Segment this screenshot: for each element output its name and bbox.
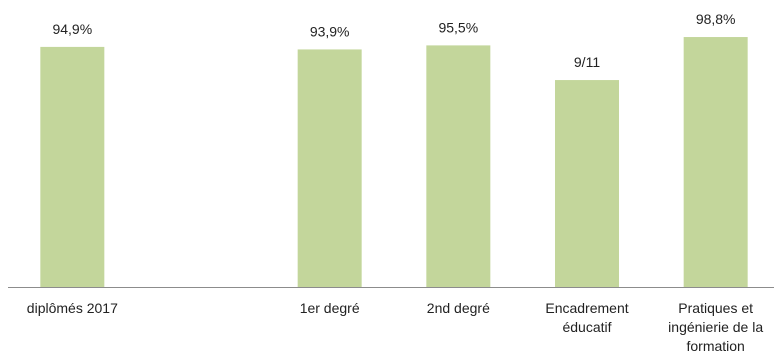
bar-5 (683, 37, 748, 288)
category-labels-group: diplômés 2017 1er degré 2nd degré Encadreme… (27, 300, 764, 354)
bar-4 (555, 80, 619, 288)
category-label-5-line-1: ingénierie de la (668, 319, 763, 335)
value-labels-group: 94,9% 93,9% 95,5% 9/11 98,8% (52, 11, 735, 70)
data-label-2: 93,9% (310, 23, 350, 39)
category-label-5-line-2: formation (686, 338, 744, 354)
category-label-2: 1er degré (300, 300, 360, 316)
data-label-3: 95,5% (438, 19, 478, 35)
category-label-0: diplômés 2017 (27, 300, 118, 316)
category-label-2-line-0: 1er degré (300, 300, 360, 316)
category-label-3-line-0: 2nd degré (427, 300, 490, 316)
bar-0 (40, 46, 105, 287)
category-label-5-line-0: Pratiques et (678, 300, 753, 316)
bar-3 (426, 45, 491, 288)
category-label-4: Encadrement éducatif (545, 300, 628, 335)
data-label-5: 98,8% (696, 11, 736, 27)
data-label-0: 94,9% (52, 21, 92, 37)
data-label-4: 9/11 (574, 54, 600, 70)
category-label-4-line-1: éducatif (562, 319, 611, 335)
bars-group (40, 37, 748, 288)
bar-2 (297, 49, 362, 287)
category-label-0-line-0: diplômés 2017 (27, 300, 118, 316)
category-label-5: Pratiques et ingénierie de la formation (668, 300, 763, 354)
category-label-4-line-0: Encadrement (545, 300, 628, 316)
category-label-3: 2nd degré (427, 300, 490, 316)
